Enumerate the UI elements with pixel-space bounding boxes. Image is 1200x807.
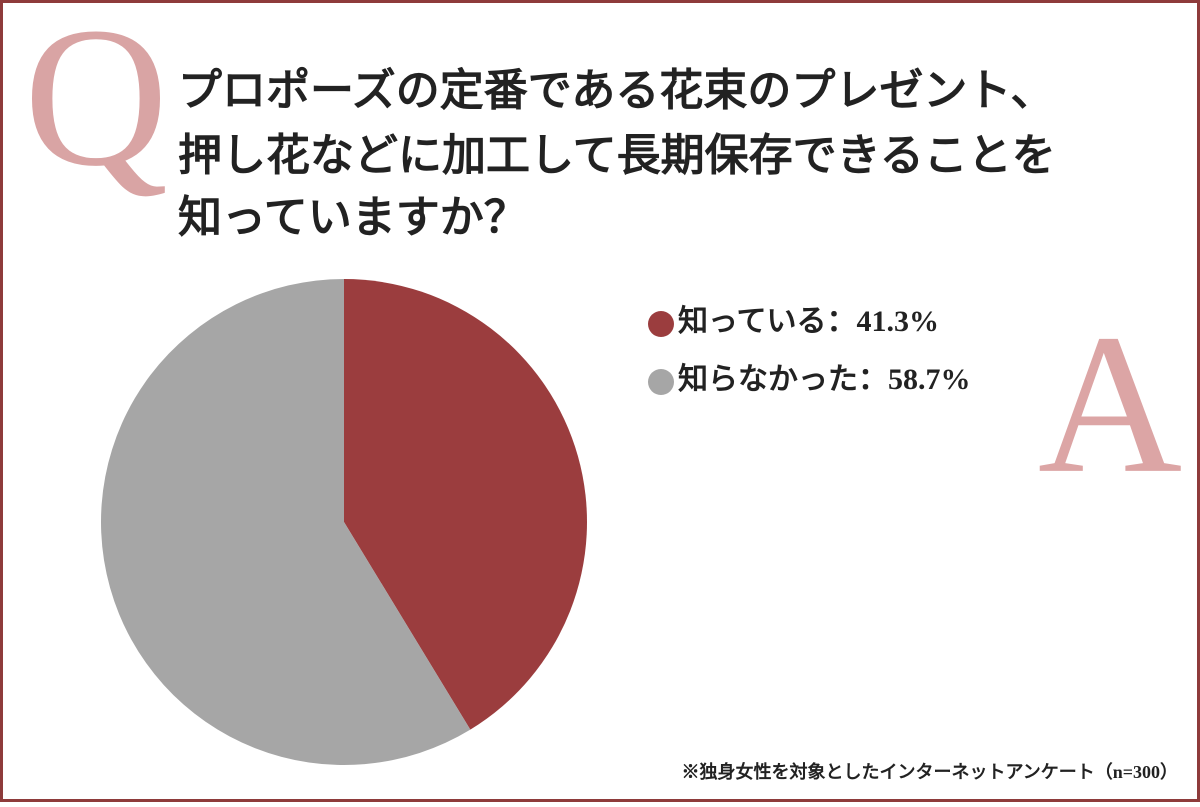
legend-marker [648, 311, 674, 337]
legend-marker [648, 369, 674, 395]
footnote: ※独身女性を対象としたインターネットアンケート（n=300） [681, 761, 1178, 782]
q-mark: Q [24, 0, 168, 208]
legend-label: 知っている：41.3% [678, 305, 939, 338]
legend-value: ：41.3% [827, 305, 940, 338]
pie-slice [100, 279, 471, 766]
legend-value: ：58.7% [858, 363, 971, 396]
legend-category: 知っている [678, 305, 827, 338]
pie-slice [344, 279, 587, 730]
title-line: プロポーズの定番である花束のプレゼント、 [178, 66, 1054, 115]
title-line: 知っていますか？ [178, 193, 528, 242]
legend-label: 知らなかった：58.7% [678, 363, 971, 396]
title-line: 押し花などに加工して長期保存できることを [178, 131, 1056, 180]
legend-category: 知らなかった [678, 363, 858, 396]
a-mark: A [1038, 294, 1182, 515]
